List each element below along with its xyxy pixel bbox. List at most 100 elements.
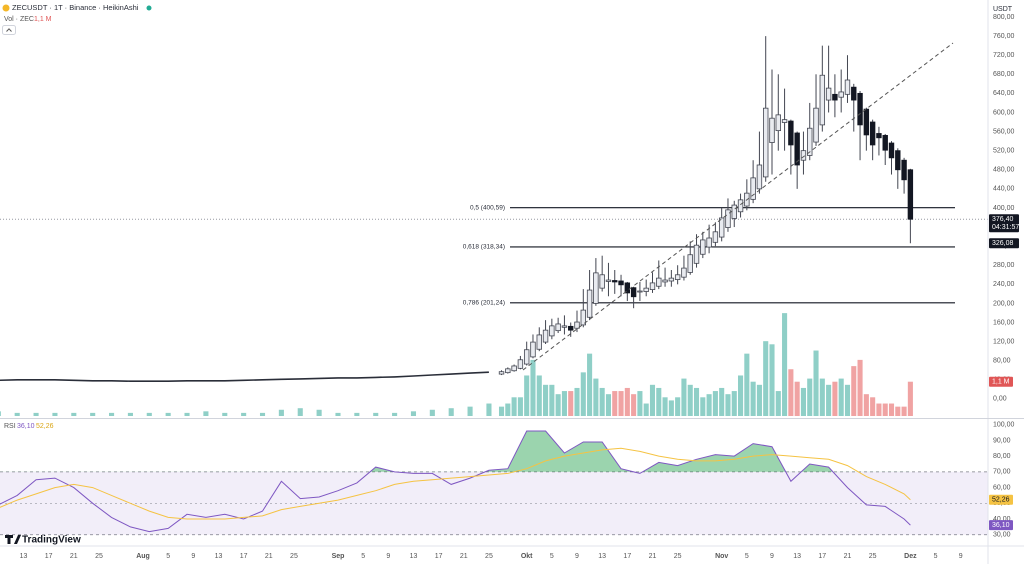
x-tick-label: 25 [674, 553, 682, 560]
volume-bar [725, 394, 731, 416]
candle-body [712, 231, 719, 243]
volume-bar [524, 375, 530, 416]
candle-body [549, 325, 555, 337]
candle-body [580, 309, 586, 326]
candle-body [517, 359, 524, 369]
volume-bar [410, 411, 417, 416]
candle-body [624, 282, 631, 294]
volume-bar [392, 412, 398, 416]
volume-bar [712, 391, 718, 416]
volume-bar [354, 412, 360, 416]
x-tick-label: 21 [649, 553, 657, 560]
volume-bar [373, 412, 379, 416]
candle-body [649, 282, 656, 290]
candle-body [498, 371, 505, 375]
volume-bar [813, 350, 819, 416]
volume-bar [681, 378, 687, 416]
volume-bar [901, 406, 907, 416]
volume-bar [278, 409, 284, 416]
y-tick-label: 600,00 [993, 109, 1015, 116]
candle-body [737, 199, 744, 213]
candle-body [561, 325, 568, 328]
volume-bar [731, 391, 737, 416]
candle-body [586, 289, 593, 318]
candle-body [593, 272, 599, 304]
rsi-overbought-fill [0, 431, 911, 472]
y-tick-label: 440,00 [993, 186, 1015, 193]
volume-bar [756, 384, 762, 416]
candle-body [838, 91, 844, 98]
candle-body [536, 334, 542, 350]
volume-bar [706, 394, 712, 416]
candle-body [844, 79, 851, 95]
volume-badge-bg [989, 376, 1013, 387]
fib-label: 0,618 (318,34) [463, 244, 505, 251]
candle-body [681, 267, 687, 278]
y-tick-label: 200,00 [993, 300, 1015, 307]
volume-bar [429, 409, 435, 416]
candle-body [568, 325, 574, 331]
volume-bar [857, 359, 863, 416]
collapse-button[interactable] [2, 25, 16, 35]
candle-body [756, 164, 763, 190]
volume-bar [90, 412, 96, 416]
candle-body [869, 121, 876, 146]
rsi-ma-value: 52,26 [36, 423, 54, 430]
last-price-badge-bg [989, 214, 1019, 233]
y-tick-label: 520,00 [993, 148, 1015, 155]
volume-bar [851, 366, 857, 416]
x-tick-label: 9 [191, 553, 195, 560]
candle-body [668, 277, 675, 282]
plot-layer: 0,5 (400,59) 0,618 (318,34) 0,786 (201,24) [0, 36, 955, 533]
volume-bar [775, 391, 781, 416]
volume-bar [907, 381, 913, 416]
rsi-band [0, 471, 988, 535]
y-tick-label: 80,00 [993, 358, 1011, 365]
volume-bar [719, 387, 725, 416]
candle-body [888, 142, 895, 159]
low-price-badge: 326,08 [992, 240, 1014, 247]
volume-last: 1,1 M [34, 16, 52, 23]
rsi-tick-label: 30,00 [993, 532, 1011, 539]
volume-bar [505, 403, 511, 416]
volume-bar [662, 397, 668, 416]
volume-bar [0, 411, 1, 416]
x-tick-label: 17 [45, 553, 53, 560]
low-price-badge-bg [989, 238, 1019, 249]
rsi-badge-bg [989, 520, 1013, 531]
candle-body [857, 92, 863, 126]
rsi-badge: 36,10 [992, 522, 1010, 529]
fib-label: 0,786 (201,24) [463, 300, 505, 307]
candle-body [511, 365, 517, 372]
volume-bar [593, 378, 599, 416]
candle-body [674, 274, 681, 280]
y-tick-label: 720,00 [993, 52, 1015, 59]
x-tick-label: 5 [361, 553, 365, 560]
candle-body [800, 150, 807, 161]
candle-body [542, 329, 549, 343]
volume-bar [656, 387, 662, 416]
volume-bar [800, 387, 806, 416]
x-tick-label: Dez [904, 553, 917, 560]
volume-bar [109, 412, 115, 416]
rsi-badge: 52,26 [992, 497, 1010, 504]
volume-bar [750, 381, 756, 416]
y-tick-label: 120,00 [993, 338, 1015, 345]
foreground-layer: 0,00 40,00 80,00 120,00 160,00 200,00 240,00 28… [0, 14, 1019, 560]
x-tick-label: Nov [715, 553, 728, 560]
rsi-badge-bg [989, 494, 1013, 505]
candle-body [718, 217, 725, 238]
volume-bar [769, 344, 775, 416]
x-tick-label: 25 [290, 553, 298, 560]
candle-body [876, 133, 882, 139]
symbol-icon [2, 4, 10, 12]
x-tick-label: 17 [818, 553, 826, 560]
x-tick-label: 5 [550, 553, 554, 560]
candle-body [781, 119, 788, 123]
fib-label: 0,5 (400,59) [470, 204, 505, 211]
volume-bar [631, 394, 637, 416]
candle-body [630, 287, 637, 298]
volume-bar [744, 353, 750, 416]
candle-body [794, 132, 800, 166]
